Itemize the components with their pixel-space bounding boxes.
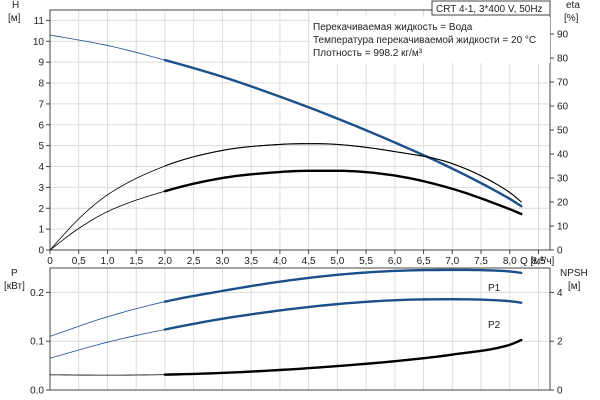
- top-left-tick-label: 9: [38, 58, 44, 69]
- x-tick-label: 3,5: [244, 256, 258, 267]
- curve-P2-thin: [49, 298, 522, 359]
- x-tick-label: 4,5: [302, 256, 316, 267]
- x-tick-label: 7,5: [474, 256, 488, 267]
- bottom-plot-frame: [49, 267, 551, 391]
- top-left-tick-label: 11: [34, 16, 45, 27]
- curve-P1-bold: [163, 268, 523, 303]
- info-line-temperature: Температура перекачиваемой жидкости = 20…: [313, 35, 536, 46]
- top-right-tick-label: 80: [557, 54, 569, 65]
- x-tick-label: 8,0: [503, 256, 517, 267]
- series-label-p1: P1: [488, 283, 501, 294]
- title-box: [431, 0, 551, 16]
- top-right-axis-label-1: eta: [566, 0, 580, 11]
- curve-eta_bold-thin: [49, 170, 522, 251]
- curve-eta_thin-thin: [49, 143, 522, 251]
- x-tick-label: 3,0: [215, 256, 229, 267]
- x-axis-label: Q [м³/ч]: [520, 256, 555, 267]
- top-right-tick-label: 90: [557, 30, 569, 41]
- x-tick-label: 0: [47, 256, 53, 267]
- top-left-tick-label: 10: [33, 37, 45, 48]
- top-right-tick-label: 60: [557, 102, 569, 113]
- curve-H-bold: [163, 58, 523, 208]
- bottom-left-tick-label: 0.0: [30, 386, 44, 397]
- curve-P2-bold: [163, 298, 523, 331]
- x-tick-label: 0,5: [72, 256, 86, 267]
- info-line-fluid: Перекачиваемая жидкость = Вода: [313, 22, 473, 33]
- top-curves: [49, 34, 523, 251]
- chart-title: CRT 4-1, 3*400 V, 50Hz: [436, 4, 543, 15]
- top-left-axis-label-2: [м]: [8, 13, 21, 24]
- curve-eta_thin-bold: [164, 143, 522, 203]
- bottom-left-axis-label-1: P: [11, 268, 18, 279]
- bottom-right-axis-label-1: NPSH: [560, 268, 588, 279]
- bottom-curves: [49, 268, 523, 376]
- top-right-tick-label: 30: [557, 174, 569, 185]
- series-label-p2: P2: [488, 320, 501, 331]
- x-tick-label: 6,5: [417, 256, 431, 267]
- bottom-left-axis-label-2: [кВт]: [4, 281, 25, 292]
- top-right-tick-label: 10: [557, 222, 569, 233]
- x-tick-label: 4,0: [273, 256, 287, 267]
- top-left-tick-label: 4: [38, 162, 44, 173]
- bottom-tick-labels: 0.0 0.1 0.2 0 2 4: [30, 288, 563, 397]
- top-left-tick-label: 6: [38, 120, 44, 131]
- bottom-right-tick-label: 2: [557, 337, 563, 348]
- top-right-tick-label: 50: [557, 126, 569, 137]
- x-tick-label: 2,0: [158, 256, 172, 267]
- x-tick-label: 5,0: [330, 256, 344, 267]
- top-left-tick-label: 7: [38, 99, 44, 110]
- x-tick-label: 5,5: [359, 256, 373, 267]
- top-right-tick-label: 0: [557, 246, 563, 257]
- top-right-axis-label-2: [%]: [564, 13, 579, 24]
- x-tick-label: 1,5: [129, 256, 143, 267]
- x-tick-label: 8,5: [532, 256, 546, 267]
- x-tick-label: 1,0: [101, 256, 115, 267]
- curve-NPSH-bold: [163, 338, 523, 376]
- top-left-tick-label: 2: [38, 204, 44, 215]
- top-left-tick-label: 3: [38, 183, 44, 194]
- top-left-tick-label: 0: [38, 246, 44, 257]
- top-tick-labels: 0 1 2 3 4 5 6 7 8 9 10 11 0 10 20 30 40 50 60 70 80 90 0 0,5 1,0…: [33, 16, 569, 267]
- top-left-axis-label-1: H: [12, 0, 19, 11]
- info-line-density: Плотность = 998.2 кг/м³: [313, 48, 423, 59]
- top-right-tick-label: 40: [557, 150, 569, 161]
- bottom-grid: [50, 268, 550, 390]
- top-left-tick-label: 8: [38, 79, 44, 90]
- top-right-tick-label: 70: [557, 78, 569, 89]
- top-left-tick-label: 1: [38, 225, 44, 236]
- x-tick-label: 7,0: [445, 256, 459, 267]
- bottom-right-tick-label: 0: [557, 386, 563, 397]
- info-box: [310, 17, 550, 63]
- top-right-tick-label: 20: [557, 198, 569, 209]
- bottom-right-axis-label-2: [м]: [568, 281, 581, 292]
- bottom-left-tick-label: 0.1: [30, 337, 44, 348]
- bottom-left-tick-label: 0.2: [30, 288, 44, 299]
- top-left-tick-label: 5: [38, 141, 44, 152]
- x-tick-label: 6,0: [388, 256, 402, 267]
- curve-eta_bold-bold: [163, 169, 523, 216]
- bottom-right-tick-label: 4: [557, 288, 563, 299]
- x-tick-label: 2,5: [187, 256, 201, 267]
